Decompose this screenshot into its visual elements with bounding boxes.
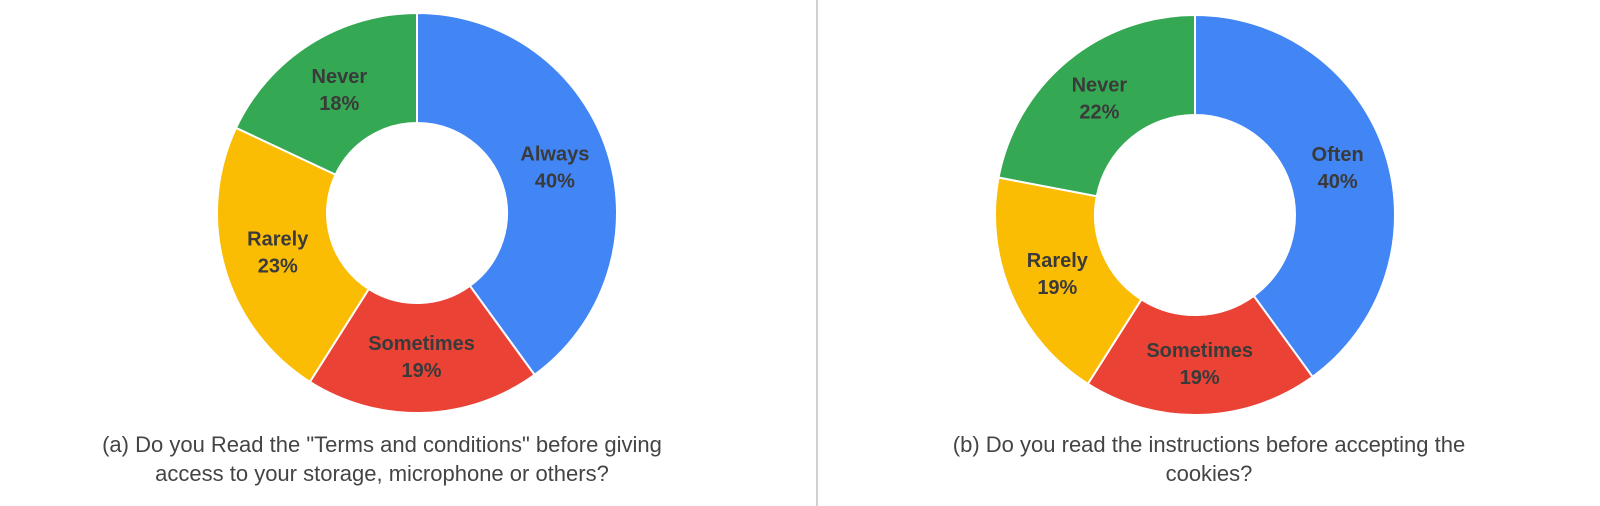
- caption: access to your storage, microphone or ot…: [155, 461, 609, 486]
- slice-value: 40%: [535, 170, 575, 192]
- slice: [1086, 294, 1314, 417]
- caption: cookies?: [1166, 461, 1253, 486]
- caption: (a) Do you Read the "Terms and condition…: [102, 432, 662, 457]
- slice: [308, 284, 536, 414]
- caption: (b) Do you read the instructions before …: [953, 432, 1465, 457]
- slice-value: 22%: [1079, 102, 1119, 124]
- slice-name: Often: [1312, 144, 1364, 166]
- slice-name: Sometimes: [368, 333, 475, 355]
- slice-value: 40%: [1318, 171, 1358, 193]
- slice-value: 18%: [319, 93, 359, 115]
- slice-name: Rarely: [247, 229, 309, 251]
- slice-value: 23%: [258, 256, 298, 278]
- slice-value: 19%: [1037, 277, 1077, 299]
- slice-name: Always: [520, 143, 589, 165]
- slice: [234, 11, 418, 177]
- slice-name: Never: [1072, 75, 1128, 97]
- slice: [997, 13, 1196, 198]
- slice: [1194, 13, 1396, 379]
- slice-value: 19%: [1180, 367, 1220, 389]
- slice-name: Rarely: [1027, 250, 1089, 272]
- slice-value: 19%: [402, 360, 442, 382]
- slice: [216, 126, 371, 384]
- slice: [994, 176, 1143, 386]
- slice: [416, 11, 618, 377]
- slice-name: Sometimes: [1146, 340, 1253, 362]
- slice-name: Never: [312, 66, 368, 88]
